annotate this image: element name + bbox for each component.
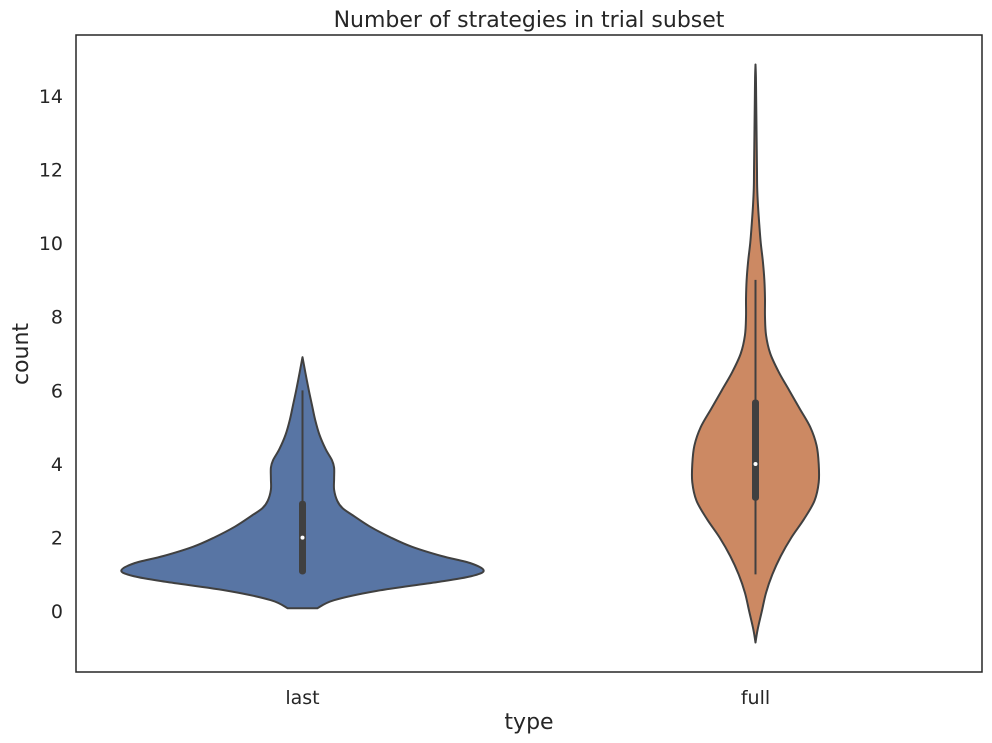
x-axis-ticks: last full (285, 687, 770, 709)
y-tick-label: 6 (51, 380, 63, 402)
iqr-box-full (752, 399, 759, 501)
y-tick-label: 8 (51, 307, 63, 329)
x-tick-label: full (741, 687, 770, 709)
y-tick-label: 4 (51, 454, 63, 476)
y-tick-label: 2 (51, 528, 63, 550)
y-axis-label: count (9, 323, 34, 385)
x-axis-label: type (504, 710, 553, 735)
y-tick-label: 14 (39, 86, 63, 108)
y-tick-label: 12 (39, 159, 63, 181)
plot-area (120, 63, 821, 644)
median-dot-last (300, 535, 305, 540)
x-tick-label: last (285, 687, 319, 709)
median-dot-full (753, 461, 758, 466)
y-tick-label: 0 (51, 601, 63, 623)
chart-title: Number of strategies in trial subset (334, 8, 725, 33)
y-axis-ticks: 0 2 4 6 8 10 12 14 (39, 86, 63, 623)
axes-frame (75, 34, 983, 673)
y-tick-label: 10 (39, 233, 63, 255)
